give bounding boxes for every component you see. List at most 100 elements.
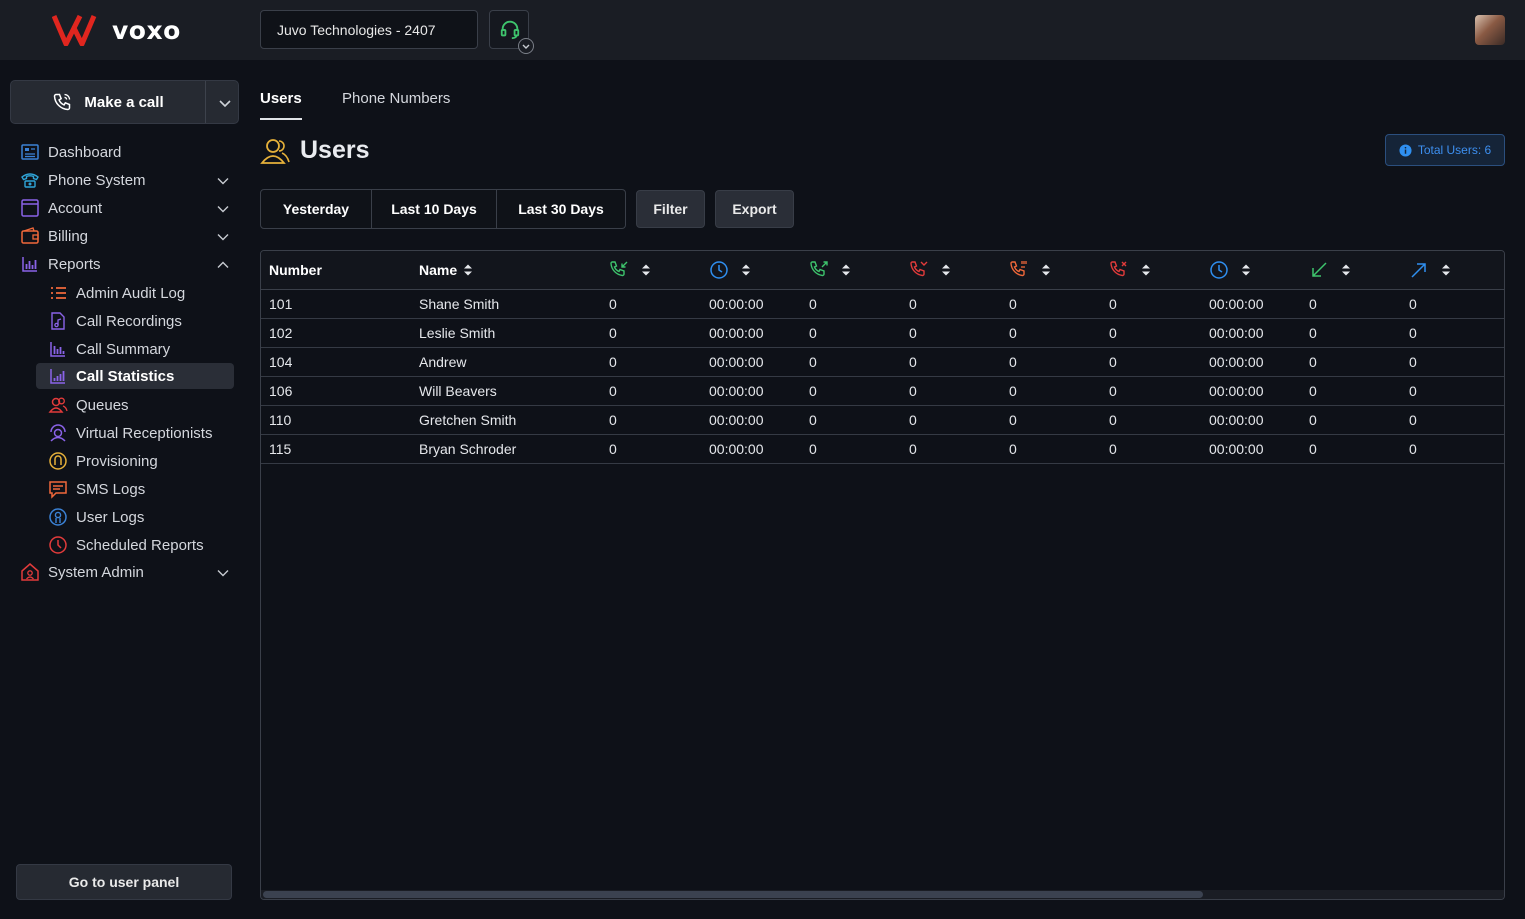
tab-users[interactable]: Users (260, 90, 302, 107)
avatar[interactable] (1475, 15, 1505, 45)
softphone-button[interactable] (489, 10, 534, 54)
last-30-days-button[interactable]: Last 30 Days (497, 189, 626, 229)
last-10-days-button[interactable]: Last 10 Days (372, 189, 497, 229)
page-title: Users (260, 136, 370, 165)
sort-icon[interactable] (941, 263, 951, 277)
column-label: Number (269, 261, 322, 278)
cell-value: 0 (801, 347, 901, 377)
cell-value: 0 (1401, 434, 1504, 464)
sidebar-item-call-recordings[interactable]: Call Recordings (36, 308, 234, 334)
sidebar-item-label: Call Summary (76, 340, 171, 358)
cell-value: 00:00:00 (701, 405, 801, 435)
scrollbar-thumb[interactable] (263, 891, 1203, 898)
table-row[interactable]: 110 Gretchen Smith 0 00:00:00 0 0 0 0 00:00:00 0 0 (261, 405, 1504, 435)
go-to-user-panel-button[interactable]: Go to user panel (16, 864, 232, 900)
sort-icon[interactable] (1241, 263, 1251, 277)
sidebar-item-sms-logs[interactable]: SMS Logs (36, 476, 234, 502)
table-row[interactable]: 106 Will Beavers 0 00:00:00 0 0 0 0 00:00:00 0 0 (261, 376, 1504, 406)
column-header-number[interactable]: Number (261, 251, 411, 290)
column-label: Name (419, 261, 458, 278)
cell-value: 00:00:00 (1201, 289, 1301, 319)
chevron-down-icon (522, 44, 530, 49)
sidebar-item-label: Virtual Receptionists (76, 424, 213, 442)
rejected-call-icon (1110, 261, 1127, 276)
sidebar-item-dashboard[interactable]: Dashboard (20, 140, 236, 164)
voicemail-call-icon (1010, 260, 1027, 276)
column-header-outbound-calls[interactable] (801, 251, 901, 290)
cell-number: 115 (261, 434, 411, 464)
sidebar-item-queues[interactable]: Queues (36, 392, 234, 418)
tab-phone-numbers[interactable]: Phone Numbers (342, 90, 451, 107)
table-row[interactable]: 101 Shane Smith 0 00:00:00 0 0 0 0 00:00:00 0 0 (261, 289, 1504, 319)
sidebar-item-admin-audit-log[interactable]: Admin Audit Log (36, 280, 234, 306)
cell-name: Andrew (411, 347, 601, 377)
cell-value: 00:00:00 (1201, 347, 1301, 377)
cell-value: 0 (601, 376, 701, 406)
sidebar-item-call-statistics[interactable]: Call Statistics (36, 363, 234, 389)
column-header-rejected-calls[interactable] (1101, 251, 1201, 290)
column-header-inbound-duration[interactable] (701, 251, 801, 290)
sidebar-item-call-summary[interactable]: Call Summary (36, 336, 234, 362)
column-header-missed-calls[interactable] (901, 251, 1001, 290)
cell-number: 102 (261, 318, 411, 348)
filter-button[interactable]: Filter (636, 190, 705, 228)
table-row[interactable]: 104 Andrew 0 00:00:00 0 0 0 0 00:00:00 0 0 (261, 347, 1504, 377)
sidebar-item-user-logs[interactable]: User Logs (36, 504, 234, 530)
cell-value: 0 (1101, 376, 1201, 406)
bar-chart-icon (50, 342, 65, 357)
make-call-button[interactable]: Make a call (11, 81, 205, 123)
sort-icon[interactable] (1341, 263, 1351, 277)
cell-value: 0 (1101, 434, 1201, 464)
sort-icon[interactable] (463, 263, 473, 277)
cell-value: 00:00:00 (1201, 405, 1301, 435)
chevron-down-icon (217, 206, 229, 213)
horizontal-scrollbar[interactable] (261, 890, 1504, 899)
sidebar-item-scheduled-reports[interactable]: Scheduled Reports (36, 532, 234, 558)
sidebar-item-system-admin[interactable]: System Admin (20, 560, 236, 584)
sort-icon[interactable] (1041, 263, 1051, 277)
table-row[interactable]: 102 Leslie Smith 0 00:00:00 0 0 0 0 00:00:00 0 0 (261, 318, 1504, 348)
sidebar-item-billing[interactable]: Billing (20, 224, 236, 248)
sidebar-item-phone-system[interactable]: Phone System (20, 168, 236, 192)
softphone-dropdown[interactable] (518, 38, 534, 54)
sidebar-item-account[interactable]: Account (20, 196, 236, 220)
cell-value: 0 (1001, 289, 1101, 319)
sidebar-item-reports[interactable]: Reports (20, 252, 236, 276)
company-selector[interactable]: Juvo Technologies - 2407 (260, 10, 478, 49)
sort-icon[interactable] (1141, 263, 1151, 277)
column-header-inbound-sms[interactable] (1301, 251, 1401, 290)
wallet-icon (21, 227, 39, 244)
sidebar-item-provisioning[interactable]: Provisioning (36, 448, 234, 474)
yesterday-button[interactable]: Yesterday (260, 189, 372, 229)
cell-value: 0 (601, 289, 701, 319)
top-bar: voxo Juvo Technologies - 2407 (0, 0, 1525, 60)
export-button[interactable]: Export (715, 190, 794, 228)
chevron-down-icon[interactable] (216, 94, 234, 112)
column-header-voicemail-calls[interactable] (1001, 251, 1101, 290)
table-row[interactable]: 115 Bryan Schroder 0 00:00:00 0 0 0 0 00:00:00 0 0 (261, 434, 1504, 464)
sidebar-item-label: Provisioning (76, 452, 158, 470)
column-header-name[interactable]: Name (411, 251, 601, 290)
users-icon (48, 397, 68, 413)
sort-icon[interactable] (741, 263, 751, 277)
column-header-outbound-duration[interactable] (1201, 251, 1301, 290)
sort-icon[interactable] (841, 263, 851, 277)
outgoing-call-icon (810, 261, 828, 276)
cell-value: 0 (801, 405, 901, 435)
cell-value: 0 (1101, 405, 1201, 435)
sidebar-item-virtual-receptionists[interactable]: Virtual Receptionists (36, 420, 234, 446)
incoming-call-icon (610, 261, 628, 276)
total-users-badge: Total Users: 6 (1385, 134, 1505, 166)
sidebar-item-label: System Admin (48, 563, 144, 581)
column-header-inbound-calls[interactable] (601, 251, 701, 290)
chevron-down-icon (217, 234, 229, 241)
sidebar-item-label: Reports (48, 255, 101, 273)
at-sign-icon (49, 452, 67, 470)
column-header-outbound-sms[interactable] (1401, 251, 1504, 290)
sort-icon[interactable] (1441, 263, 1451, 277)
sort-icon[interactable] (641, 263, 651, 277)
headset-icon (500, 20, 520, 40)
cell-number: 104 (261, 347, 411, 377)
voxo-logo[interactable]: voxo (52, 14, 181, 46)
sidebar-item-label: Billing (48, 227, 89, 245)
